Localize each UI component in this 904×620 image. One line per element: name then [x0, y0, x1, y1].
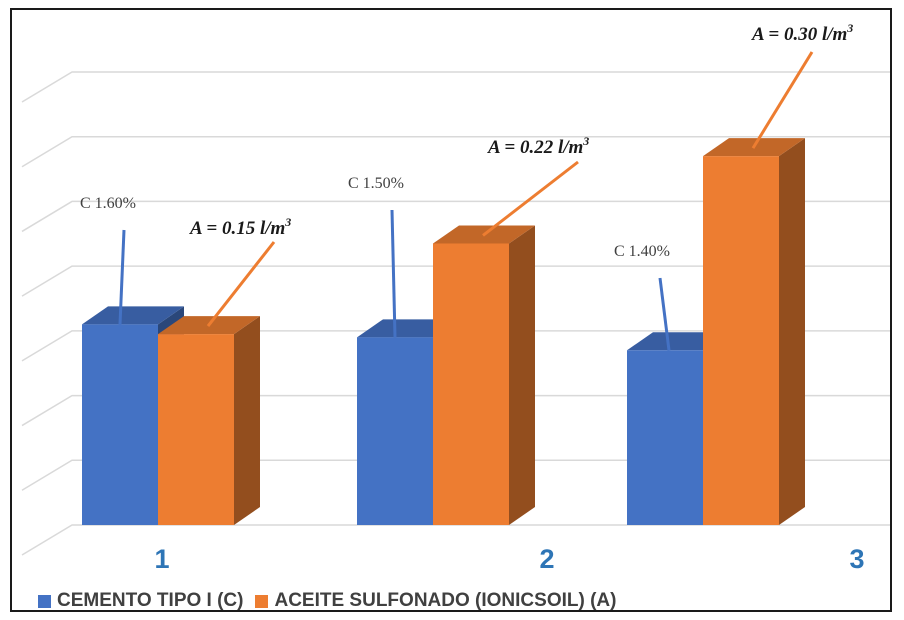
bar-side-s2-c1	[234, 316, 260, 525]
gridline	[21, 135, 890, 168]
data-label-c-1: C 1.60%	[80, 195, 136, 212]
gridline	[21, 394, 890, 427]
legend-swatch-aceite	[255, 594, 269, 608]
bar-s1-c1	[82, 324, 158, 525]
bar-side-s2-c3	[779, 138, 805, 525]
leader-line-c-3	[658, 277, 671, 351]
leader-line-c-1	[118, 229, 126, 325]
category-label-1: 1	[154, 544, 169, 574]
category-label-2: 2	[539, 544, 554, 574]
leader-line-a-1	[206, 241, 276, 328]
data-label-c-3: C 1.40%	[614, 243, 670, 260]
category-label-3: 3	[849, 544, 864, 574]
bar-s2-c1	[158, 334, 234, 525]
gridline	[21, 200, 890, 233]
gridline	[21, 71, 890, 103]
chart-frame: 1 2 3 C 1.60% C 1.50% C 1.40% A = 0.15 l/m3 A =…	[10, 8, 892, 612]
data-label-a-1: A = 0.15 l/m3	[189, 215, 291, 239]
bar-s2-c3	[703, 156, 779, 525]
leader-line-a-2	[482, 160, 579, 237]
legend: CEMENTO TIPO I (C) ACEITE SULFONADO (ION…	[38, 588, 628, 611]
legend-swatch-cemento	[38, 594, 51, 608]
bar-s2-c2	[433, 243, 509, 525]
gridline	[21, 459, 890, 491]
bar-s1-c3	[627, 350, 703, 525]
data-label-a-2: A = 0.22 l/m3	[487, 134, 589, 158]
legend-label-aceite: ACEITE SULFONADO (IONICSOIL) (A)	[274, 590, 617, 611]
gridline	[21, 265, 890, 297]
bar-side-s2-c2	[509, 225, 535, 525]
bar-s1-c2	[357, 337, 433, 525]
legend-item-cemento: CEMENTO TIPO I (C)	[38, 590, 244, 611]
gridline	[21, 330, 890, 362]
legend-label-cemento: CEMENTO TIPO I (C)	[57, 590, 244, 611]
data-label-a-3: A = 0.30 l/m3	[751, 21, 853, 45]
leader-line-a-3	[751, 51, 814, 149]
gridline	[21, 524, 890, 556]
data-label-c-2: C 1.50%	[348, 175, 404, 192]
legend-item-aceite: ACEITE SULFONADO (IONICSOIL) (A)	[255, 590, 617, 611]
leader-line-c-2	[390, 209, 397, 338]
bar-chart: 1 2 3 C 1.60% C 1.50% C 1.40% A = 0.15 l/m3 A =…	[21, 21, 890, 574]
bar-top-s1-c1	[82, 306, 184, 325]
